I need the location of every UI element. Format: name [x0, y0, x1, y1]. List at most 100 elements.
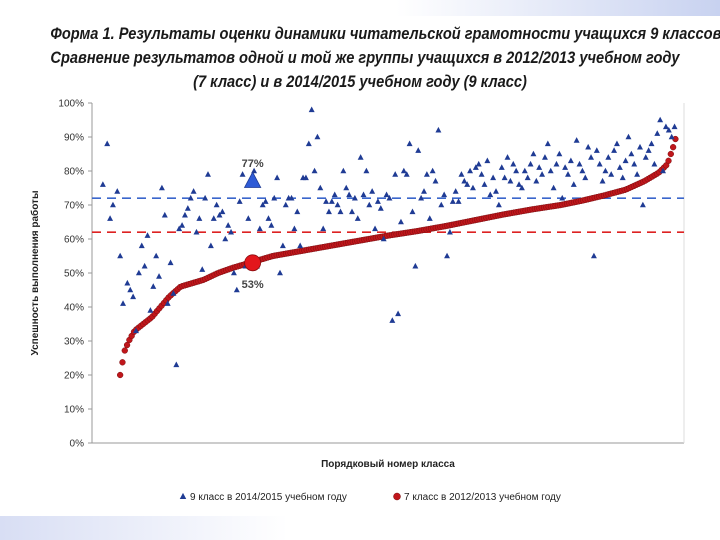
- data-point-9-class: [504, 154, 511, 160]
- data-point-9-class: [239, 171, 246, 177]
- data-point-9-class: [133, 327, 139, 334]
- data-point-9-class: [458, 171, 465, 177]
- title-line-3: (7 класс) и в 2014/2015 учебном году (9 …: [193, 72, 527, 91]
- data-point-9-class: [179, 222, 186, 228]
- data-point-9-class: [539, 171, 546, 177]
- data-point-9-class: [639, 201, 646, 208]
- data-point-9-class: [216, 211, 223, 218]
- data-point-9-class: [161, 211, 168, 218]
- data-point-9-class: [124, 279, 131, 286]
- data-point-9-class: [521, 167, 528, 174]
- data-point-9-class: [331, 191, 338, 198]
- y-tick-label: 40%: [64, 303, 84, 314]
- data-point-9-class: [397, 218, 404, 225]
- x-axis-title: Порядковый номер класса: [321, 459, 455, 470]
- data-point-9-class: [156, 273, 163, 279]
- y-tick-label: 0%: [70, 439, 85, 450]
- data-point-9-class: [550, 184, 557, 191]
- data-point-9-class: [135, 269, 142, 276]
- data-point-9-class: [328, 198, 335, 204]
- data-point-9-class: [530, 150, 537, 157]
- data-point-9-class: [426, 215, 433, 221]
- data-point-9-class: [429, 167, 436, 174]
- data-point-9-class: [490, 174, 497, 181]
- data-point-9-class: [596, 160, 603, 167]
- highlight-circle-7-class: [244, 254, 262, 272]
- legend: 9 класс в 2014/2015 учебном году 7 класс…: [179, 491, 561, 503]
- data-point-9-class: [354, 215, 361, 221]
- data-point-9-class: [585, 143, 592, 150]
- data-point-9-class: [501, 174, 508, 181]
- data-point-9-class: [222, 235, 229, 242]
- data-point-9-class: [570, 181, 577, 187]
- data-point-9-class: [233, 286, 240, 293]
- data-point-9-class: [386, 194, 393, 201]
- data-point-9-class: [513, 167, 520, 174]
- data-point-9-class: [588, 154, 595, 160]
- y-tick-label: 60%: [64, 235, 84, 246]
- data-point-9-class: [642, 154, 649, 160]
- y-tick-label: 90%: [64, 133, 84, 144]
- data-point-9-class: [207, 242, 214, 249]
- data-point-9-class: [611, 147, 618, 153]
- data-point-9-class: [120, 300, 127, 306]
- data-point-9-class: [181, 211, 188, 218]
- y-axis: 0% 10% 20% 30% 40% 50% 60% 70% 80% 90% 100%: [58, 99, 92, 450]
- data-point-9-class: [605, 154, 612, 160]
- data-point-9-class: [412, 262, 419, 269]
- y-tick-label: 20%: [64, 371, 84, 382]
- data-point-9-class: [271, 194, 278, 201]
- data-point-9-class: [308, 106, 315, 113]
- data-point-9-class: [190, 188, 197, 194]
- data-point-9-class: [602, 167, 609, 174]
- data-point-9-class: [533, 177, 540, 184]
- data-point-9-class: [444, 252, 451, 259]
- data-point-9-class: [288, 194, 295, 201]
- data-point-9-class: [210, 215, 217, 221]
- data-point-9-class: [366, 201, 373, 208]
- data-point-9-class: [634, 171, 641, 177]
- highlight-triangle-9-class: [243, 171, 262, 188]
- data-point-9-class: [259, 201, 266, 208]
- data-point-9-class: [262, 198, 269, 204]
- data-point-9-class: [138, 242, 145, 249]
- data-point-9-class: [294, 208, 301, 215]
- legend-label-7-class: 7 класс в 2012/2013 учебном году: [404, 491, 561, 503]
- data-point-9-class: [547, 167, 554, 174]
- data-point-9-class: [562, 164, 569, 170]
- data-point-9-class: [377, 205, 384, 211]
- data-point-9-class: [541, 154, 548, 160]
- data-point-9-class: [279, 242, 286, 249]
- data-point-9-class: [346, 191, 353, 198]
- data-point-9-class: [599, 177, 606, 184]
- data-point-9-class: [202, 194, 209, 201]
- data-point-9-class: [302, 174, 309, 181]
- data-point-9-class: [660, 167, 667, 174]
- data-point-9-class: [374, 198, 381, 204]
- data-point-9-class: [662, 123, 669, 130]
- data-point-9-class: [351, 194, 358, 201]
- data-point-9-class: [403, 171, 410, 177]
- data-point-9-class: [432, 177, 439, 184]
- legend-circle-icon: [393, 492, 401, 501]
- y-axis-title: Успешность выполнения работы: [29, 191, 41, 356]
- data-point-9-class: [170, 290, 177, 296]
- data-point-9-class: [423, 171, 430, 177]
- data-point-9-class: [158, 184, 165, 191]
- data-point-9-class: [109, 201, 116, 208]
- data-point-9-class: [625, 133, 632, 140]
- plot-frame: [91, 103, 685, 444]
- y-tick-label: 30%: [64, 337, 84, 348]
- y-tick-label: 70%: [64, 201, 84, 212]
- data-point-9-class: [559, 194, 566, 201]
- data-point-9-class: [469, 184, 476, 191]
- data-point-9-class: [507, 177, 514, 184]
- data-point-9-class: [464, 181, 471, 187]
- data-point-9-class: [213, 201, 220, 208]
- data-point-9-class: [619, 174, 626, 181]
- data-point-7-class: [667, 150, 674, 158]
- data-point-9-class: [472, 164, 479, 170]
- data-point-9-class: [467, 167, 474, 174]
- y-tick-label: 50%: [64, 269, 84, 280]
- data-point-9-class: [481, 181, 488, 187]
